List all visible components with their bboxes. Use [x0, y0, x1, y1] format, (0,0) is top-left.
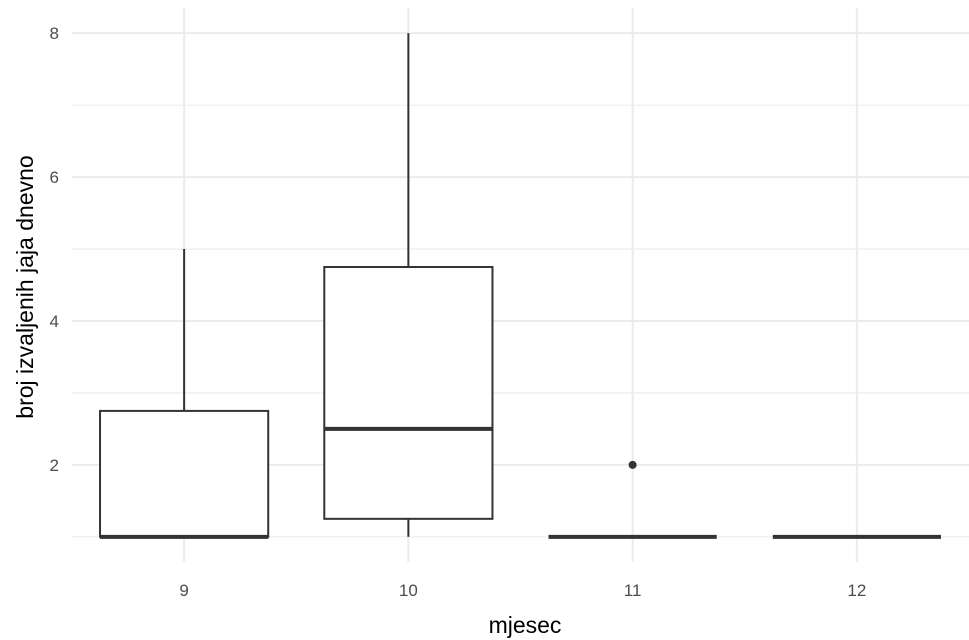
y-tick-label: 2 [50, 456, 59, 475]
box-11 [548, 460, 717, 539]
x-axis-title: mjesec [489, 612, 562, 638]
box-9 [99, 249, 270, 539]
y-tick-label: 4 [50, 312, 59, 331]
x-tick-label: 12 [847, 581, 866, 600]
y-axis-title: broj izvaljenih jaja dnevno [12, 155, 38, 418]
tick-labels-layer: 2 4 6 8 9 10 11 12 [50, 24, 867, 600]
box-10 [323, 33, 494, 537]
y-tick-label: 8 [50, 24, 59, 43]
x-tick-label: 9 [179, 581, 188, 600]
box-body [99, 409, 270, 538]
box-body [323, 266, 494, 520]
outlier-point [628, 460, 637, 469]
y-tick-label: 6 [50, 168, 59, 187]
boxes-layer [99, 33, 941, 539]
x-tick-label: 11 [624, 581, 642, 600]
x-tick-label: 10 [399, 581, 418, 600]
